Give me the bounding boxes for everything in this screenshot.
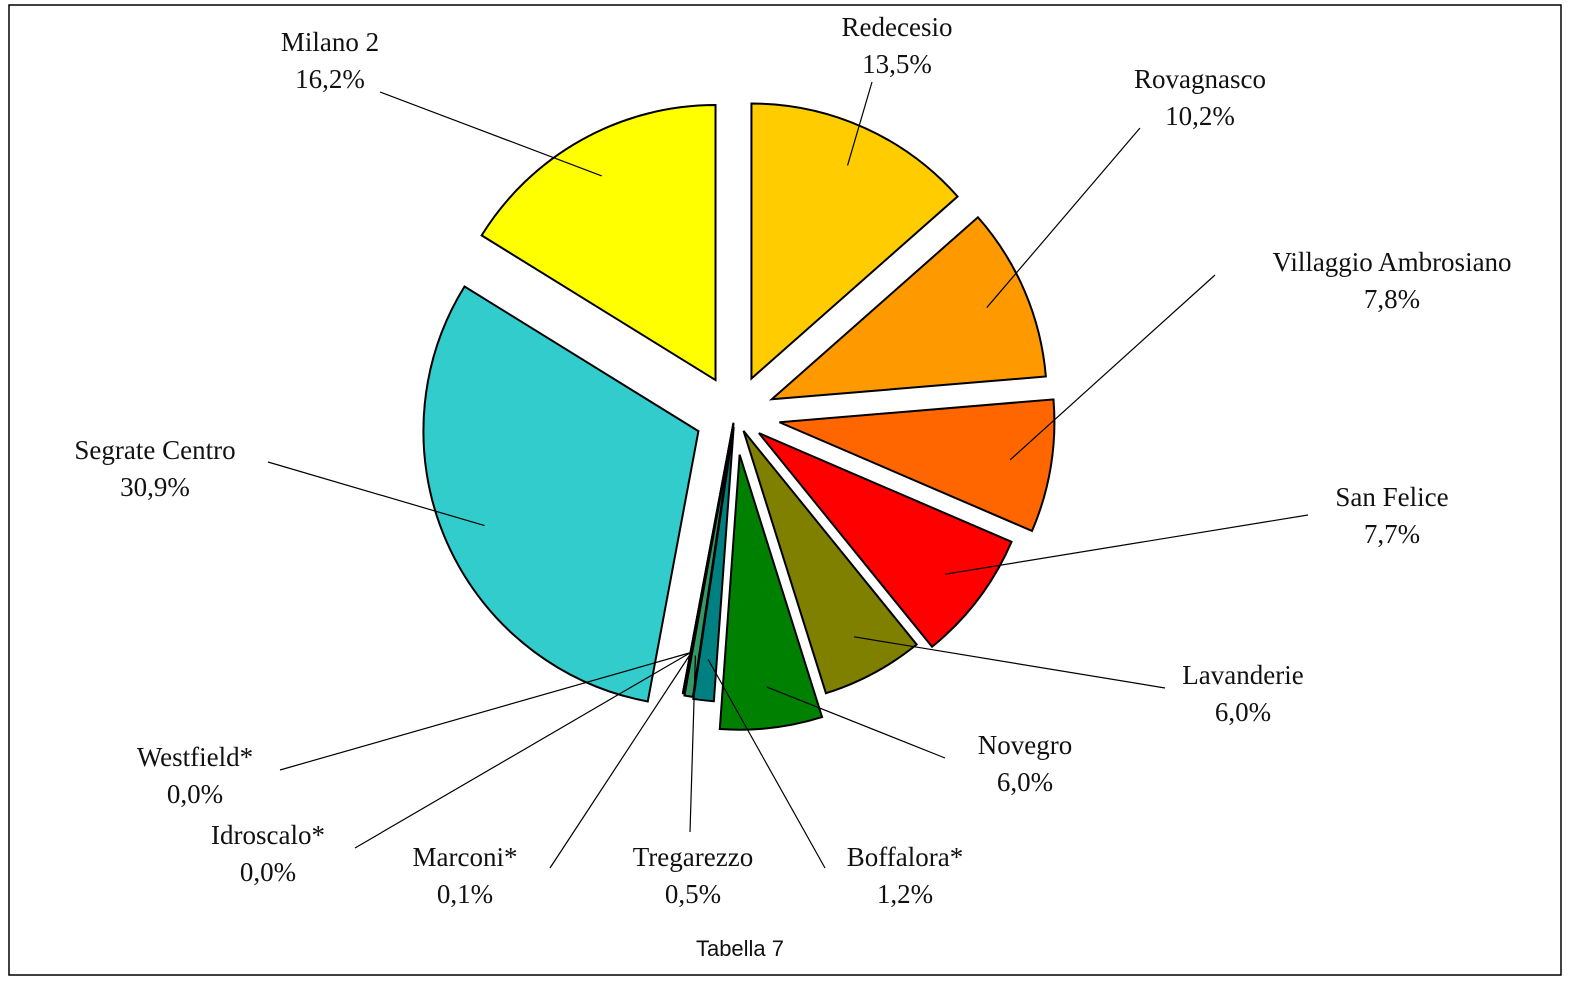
leader-line: [707, 658, 826, 869]
value-label: 7,7%: [1364, 519, 1420, 549]
pie: [422, 102, 1056, 731]
value-label: 0,1%: [437, 879, 493, 909]
leader-line: [766, 686, 946, 759]
value-label: 0,0%: [167, 779, 223, 809]
slice-label: Marconi*: [413, 842, 518, 872]
pie-slice: [779, 398, 1056, 533]
pie-slice: [480, 104, 717, 382]
pie-slice: [758, 432, 1013, 649]
pie-slice: [681, 422, 735, 694]
leader-line: [267, 461, 485, 527]
slice-label: Novegro: [978, 730, 1072, 760]
slice-label: Redecesio: [842, 12, 953, 42]
value-label: 7,8%: [1364, 284, 1420, 314]
slice-label: San Felice: [1335, 482, 1448, 512]
caption: Tabella 7: [696, 936, 784, 961]
slice-label: Westfield*: [137, 742, 253, 772]
value-label: 0,5%: [665, 879, 721, 909]
value-label: 13,5%: [862, 49, 932, 79]
slice-label: Lavanderie: [1182, 660, 1303, 690]
leader-line: [279, 652, 691, 771]
slice-label: Idroscalo*: [211, 820, 325, 850]
value-label: 6,0%: [997, 767, 1053, 797]
leader-line: [846, 81, 873, 166]
pie-slice: [718, 454, 824, 731]
slice-label: Villaggio Ambrosiano: [1272, 247, 1511, 277]
slice-label: Segrate Centro: [74, 435, 235, 465]
pie-slice: [768, 215, 1047, 401]
slice-label: Boffalora*: [847, 842, 963, 872]
leader-line: [1009, 274, 1216, 461]
slice-label: Tregarezzo: [633, 842, 753, 872]
value-label: 0,0%: [240, 857, 296, 887]
leader-line: [354, 652, 691, 849]
pie-slice: [750, 102, 959, 381]
slice-label: Milano 2: [281, 27, 379, 57]
pie-slice: [422, 285, 700, 703]
labels: Redecesio 13,5% Rovagnasco 10,2% Villaggio A…: [74, 12, 1511, 909]
leader-line: [986, 127, 1141, 308]
value-label: 16,2%: [295, 64, 365, 94]
leader-line: [379, 91, 602, 177]
value-label: 30,9%: [120, 472, 190, 502]
pie-slice: [742, 430, 919, 695]
leader-line: [689, 655, 696, 833]
value-label: 6,0%: [1215, 697, 1271, 727]
leader-line: [549, 652, 692, 869]
value-label: 10,2%: [1165, 101, 1235, 131]
value-label: 1,2%: [877, 879, 933, 909]
slice-label: Rovagnasco: [1134, 64, 1266, 94]
leader-line: [853, 636, 1166, 689]
leader-line: [945, 514, 1309, 575]
